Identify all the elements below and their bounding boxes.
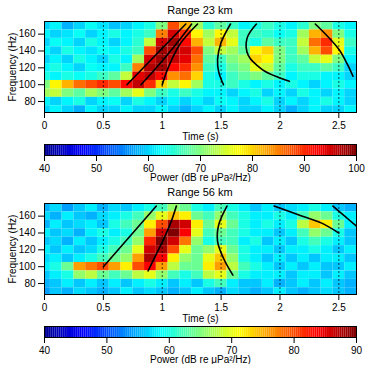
svg-text:0.5: 0.5 [96,302,110,313]
svg-text:160: 160 [19,28,36,39]
svg-text:Frequency (Hz): Frequency (Hz) [7,215,18,284]
svg-text:2.5: 2.5 [332,302,346,313]
svg-text:100: 100 [19,261,36,272]
html-text:Range 56 km: Range 56 km [167,186,233,198]
html-text:Range 23 km: Range 23 km [167,4,233,16]
svg-text:70: 70 [226,344,238,356]
svg-text:80: 80 [24,278,36,289]
svg-text:140: 140 [19,45,36,56]
svg-text:50: 50 [91,163,103,174]
svg-text:Time (s): Time (s) [182,313,218,324]
svg-text:100: 100 [19,79,36,90]
svg-text:40: 40 [39,163,51,174]
svg-text:160: 160 [19,210,36,221]
svg-text:100: 100 [348,163,365,174]
svg-text:140: 140 [19,227,36,238]
svg-text:0: 0 [42,302,48,313]
svg-text:2: 2 [277,302,283,313]
svg-text:Frequency (Hz): Frequency (Hz) [7,33,18,102]
svg-text:60: 60 [142,162,155,174]
svg-text:120: 120 [19,62,36,73]
svg-text:60: 60 [163,344,175,356]
svg-text:90: 90 [299,163,311,174]
svg-text:50: 50 [101,345,113,356]
svg-text:1: 1 [159,120,165,131]
svg-text:Power (dB re μPa²/Hz): Power (dB re μPa²/Hz) [150,172,251,183]
svg-text:80: 80 [24,96,36,107]
svg-text:Time (s): Time (s) [182,131,218,142]
svg-text:80: 80 [289,345,301,356]
svg-text:0.5: 0.5 [96,120,110,131]
svg-text:1.5: 1.5 [214,302,228,313]
svg-text:70: 70 [194,162,207,174]
svg-text:2: 2 [277,120,283,131]
svg-text:90: 90 [351,345,363,356]
svg-text:120: 120 [19,244,36,255]
svg-text:80: 80 [246,162,259,174]
svg-text:2.5: 2.5 [332,120,346,131]
svg-text:1: 1 [159,302,165,313]
svg-text:Power (dB re μPa²/Hz): Power (dB re μPa²/Hz) [150,354,251,365]
svg-text:1.5: 1.5 [214,120,228,131]
svg-text:40: 40 [39,345,51,356]
svg-text:0: 0 [42,120,48,131]
